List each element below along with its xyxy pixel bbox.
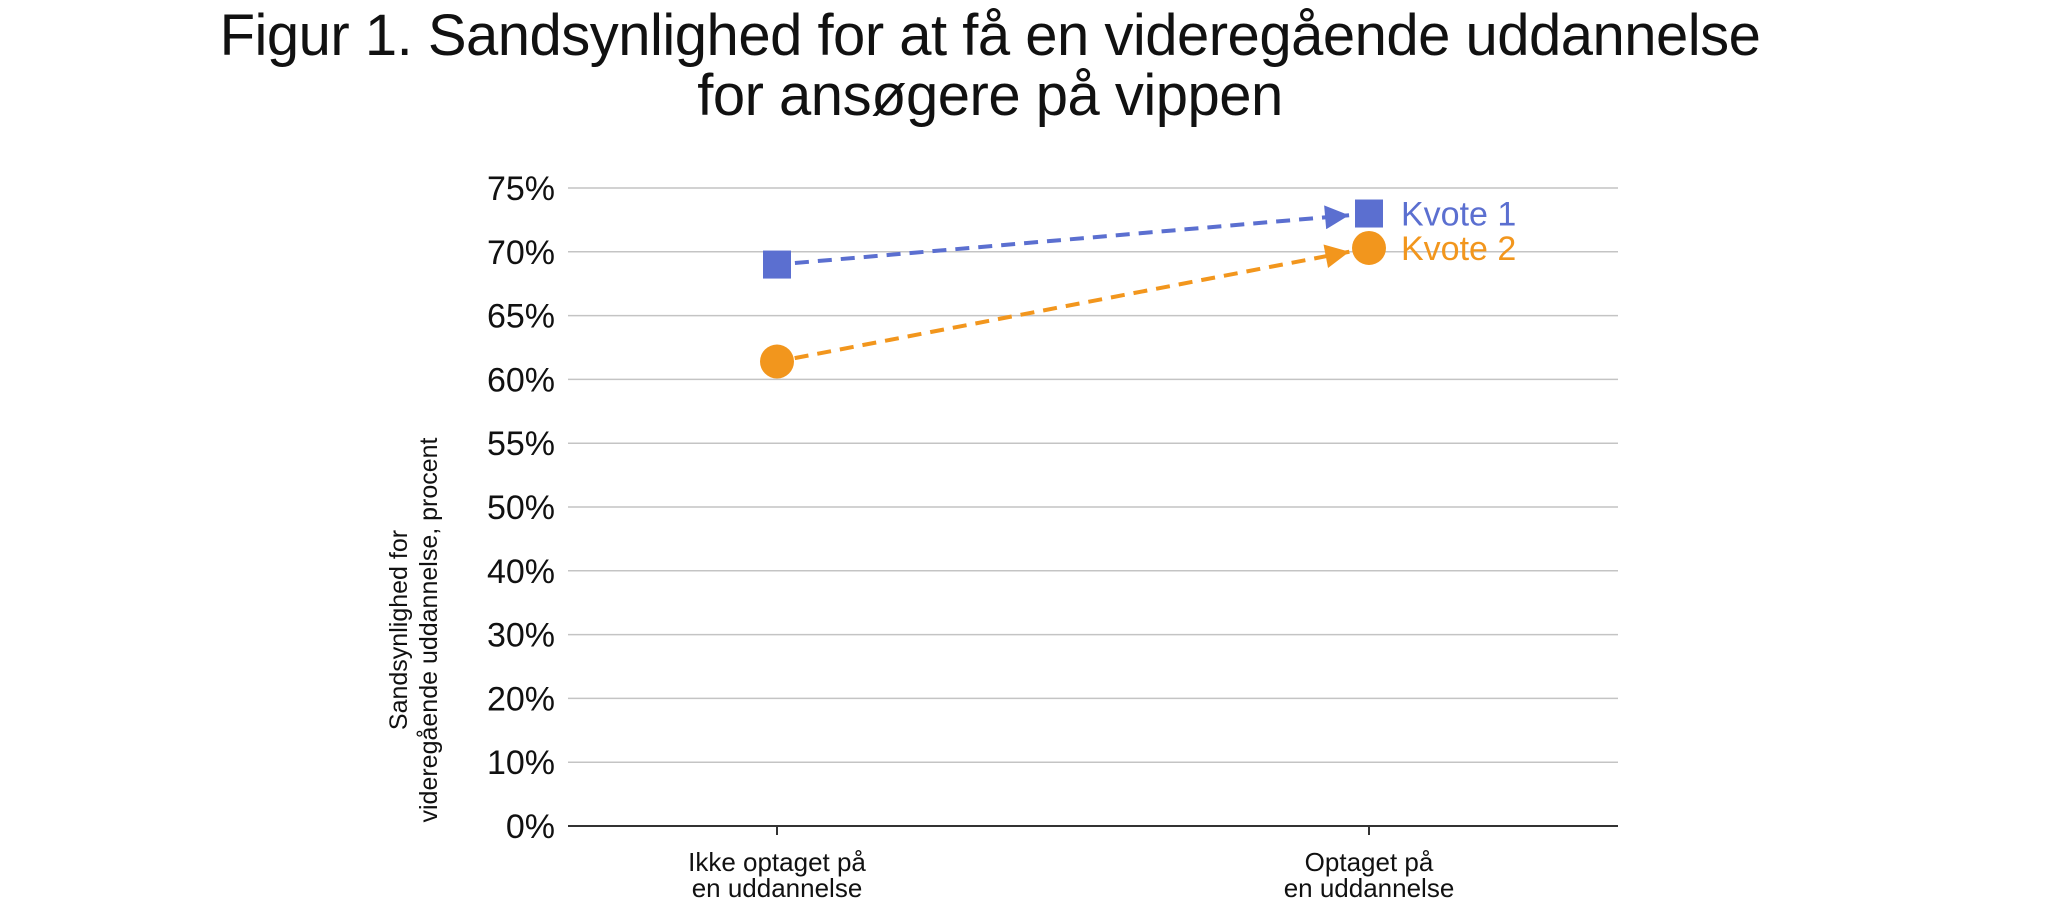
chart-title-line-2: for ansøgere på vippen [697, 63, 1283, 128]
data-point-square [1355, 199, 1383, 228]
y-tick-label: 50% [487, 489, 555, 527]
chart-title-line-1: Figur 1. Sandsynlighed for at få en vide… [219, 3, 1761, 68]
y-tick-label: 70% [487, 234, 555, 272]
x-category-label: en uddannelse [1284, 873, 1455, 902]
data-point-circle [760, 344, 794, 379]
y-tick-label: 55% [487, 425, 555, 463]
series-label: Kvote 1 [1401, 196, 1516, 234]
x-category-label: Optaget på [1305, 847, 1434, 877]
series-arrow-line [794, 205, 1350, 266]
y-tick-label: 75% [487, 170, 555, 208]
y-tick-label: 30% [487, 617, 555, 655]
series-kvote-2: Kvote 2 [760, 230, 1516, 379]
y-tick-label: 10% [487, 744, 555, 782]
series-kvote-1: Kvote 1 [763, 196, 1516, 279]
y-axis-ticks: 0% 10% 20% 30% 40% 50% 55% 60% 65% 70% 75% [487, 170, 555, 846]
gridlines [568, 187, 1618, 763]
data-point-square [763, 250, 791, 279]
x-category-label: Ikke optaget på [688, 847, 866, 877]
x-category-label: en uddannelse [692, 873, 863, 902]
y-tick-label: 0% [506, 808, 555, 846]
chart-title: Figur 1. Sandsynlighed for at få en vide… [0, 6, 1980, 126]
y-tick-label: 20% [487, 680, 555, 718]
data-point-circle [1352, 230, 1386, 265]
y-tick-label: 65% [487, 298, 555, 336]
series-label: Kvote 2 [1401, 230, 1516, 268]
series-arrow-line [794, 244, 1350, 361]
y-tick-label: 40% [487, 553, 555, 591]
y-tick-label: 60% [487, 361, 555, 399]
